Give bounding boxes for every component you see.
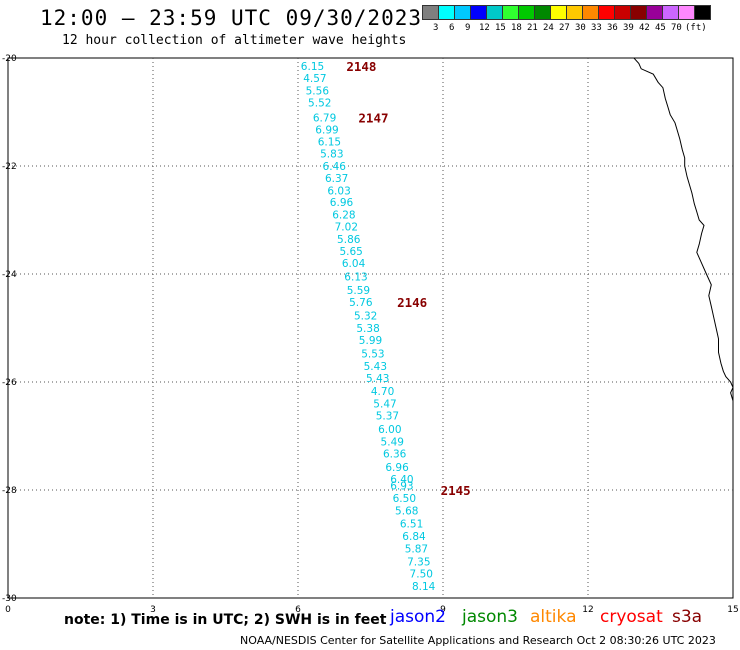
wave-height-label: 5.83	[320, 149, 343, 161]
wave-height-label: 5.43	[364, 361, 387, 373]
wave-height-label: 5.43	[366, 373, 389, 385]
wave-height-label: 7.50	[410, 569, 433, 581]
scale-label: 12	[479, 23, 490, 33]
satellite-legend-s3a: s3a	[672, 607, 703, 627]
wave-height-label: 6.00	[378, 424, 401, 436]
y-tick-label: -28	[2, 486, 17, 496]
map-frame	[7, 57, 734, 599]
x-tick-label: 3	[150, 605, 156, 615]
wave-height-label: 6.15	[318, 137, 341, 149]
wave-height-label: 4.70	[371, 386, 394, 398]
scale-label: 3	[433, 23, 439, 33]
scale-label: 42	[639, 23, 650, 33]
wave-height-label: 6.93	[390, 481, 413, 493]
wave-height-label: 6.13	[344, 272, 367, 284]
credit-line: NOAA/NESDIS Center for Satellite Applica…	[240, 634, 716, 647]
satellite-legend-cryosat: cryosat	[600, 607, 663, 627]
satellite-legend-altika: altika	[530, 607, 577, 627]
scale-label: 15	[495, 23, 506, 33]
wave-height-label: 6.84	[402, 531, 426, 543]
scale-label: 18	[511, 23, 522, 33]
wave-height-label: 6.46	[323, 161, 347, 173]
wave-height-label: 6.36	[383, 448, 407, 460]
scale-label: 24	[543, 23, 554, 33]
scale-label: 27	[559, 23, 570, 33]
wave-height-label: 5.56	[306, 85, 330, 97]
wave-height-label: 5.65	[339, 246, 362, 258]
scale-label: 30	[575, 23, 586, 33]
wave-height-label: 5.76	[349, 297, 373, 309]
pass-number-label: 2147	[358, 110, 388, 125]
scale-label: 45	[655, 23, 666, 33]
wave-height-label: 5.52	[308, 97, 331, 109]
wave-height-label: 6.50	[393, 493, 416, 505]
satellite-legend-jason2: jason2	[390, 607, 446, 627]
pass-number-label: 2146	[397, 295, 427, 310]
wave-height-label: 6.37	[325, 173, 348, 185]
wave-height-label: 6.28	[332, 210, 355, 222]
wave-height-label: 8.14	[412, 581, 436, 593]
satellite-legend-jason3: jason3	[462, 607, 518, 627]
wave-height-label: 5.99	[359, 335, 382, 347]
y-tick-label: -24	[2, 270, 17, 280]
wave-height-label: 5.87	[405, 543, 428, 555]
wave-height-label: 6.15	[301, 61, 324, 73]
wave-height-label: 5.38	[356, 323, 379, 335]
wave-height-label: 5.53	[361, 348, 384, 360]
wave-height-label: 5.68	[395, 506, 418, 518]
color-scale-legend	[422, 5, 711, 20]
x-tick-label: 0	[5, 605, 11, 615]
scale-label: 9	[465, 23, 471, 33]
wave-height-label: 6.96	[330, 197, 354, 209]
x-tick-label: 6	[295, 605, 301, 615]
wave-height-label: 6.03	[327, 185, 350, 197]
scale-label: 33	[591, 23, 602, 33]
x-tick-label: 9	[440, 605, 446, 615]
x-tick-label: 15	[727, 605, 738, 615]
scale-label: 21	[527, 23, 538, 33]
wave-height-label: 7.02	[335, 221, 358, 233]
wave-height-label: 7.35	[407, 556, 430, 568]
pass-number-label: 2148	[346, 59, 376, 74]
wave-height-label: 4.57	[303, 73, 326, 85]
wave-height-label: 6.04	[342, 258, 366, 270]
page-title: 12:00 – 23:59 UTC 09/30/2023	[40, 6, 423, 30]
wave-height-label: 6.96	[385, 462, 409, 474]
coastline	[633, 57, 734, 402]
y-tick-label: -30	[2, 594, 17, 604]
pass-number-label: 2145	[441, 483, 471, 498]
wave-height-label: 5.49	[381, 436, 404, 448]
wave-height-label: 5.32	[354, 311, 377, 323]
wave-height-label: 5.37	[376, 410, 399, 422]
scale-swatch	[694, 5, 711, 20]
x-tick-label: 12	[582, 605, 593, 615]
page-subtitle: 12 hour collection of altimeter wave hei…	[62, 33, 407, 48]
wave-height-label: 6.51	[400, 518, 423, 530]
wave-height-label: 6.99	[315, 124, 338, 136]
scale-label: 36	[607, 23, 618, 33]
y-tick-label: -26	[2, 378, 17, 388]
wave-height-label: 6.79	[313, 112, 336, 124]
wave-height-label: 5.47	[373, 399, 396, 411]
wave-height-label: 5.86	[337, 234, 361, 246]
footer-note: note: 1) Time is in UTC; 2) SWH is in fe…	[64, 612, 387, 628]
scale-label: 6	[449, 23, 455, 33]
y-tick-label: -22	[2, 162, 17, 172]
scale-label: 39	[623, 23, 634, 33]
wave-height-label: 5.59	[347, 285, 370, 297]
y-tick-label: -20	[2, 54, 17, 64]
wave-height-label: 6.40	[390, 474, 413, 486]
scale-label: 70	[671, 23, 682, 33]
scale-label: (ft)	[685, 23, 707, 33]
